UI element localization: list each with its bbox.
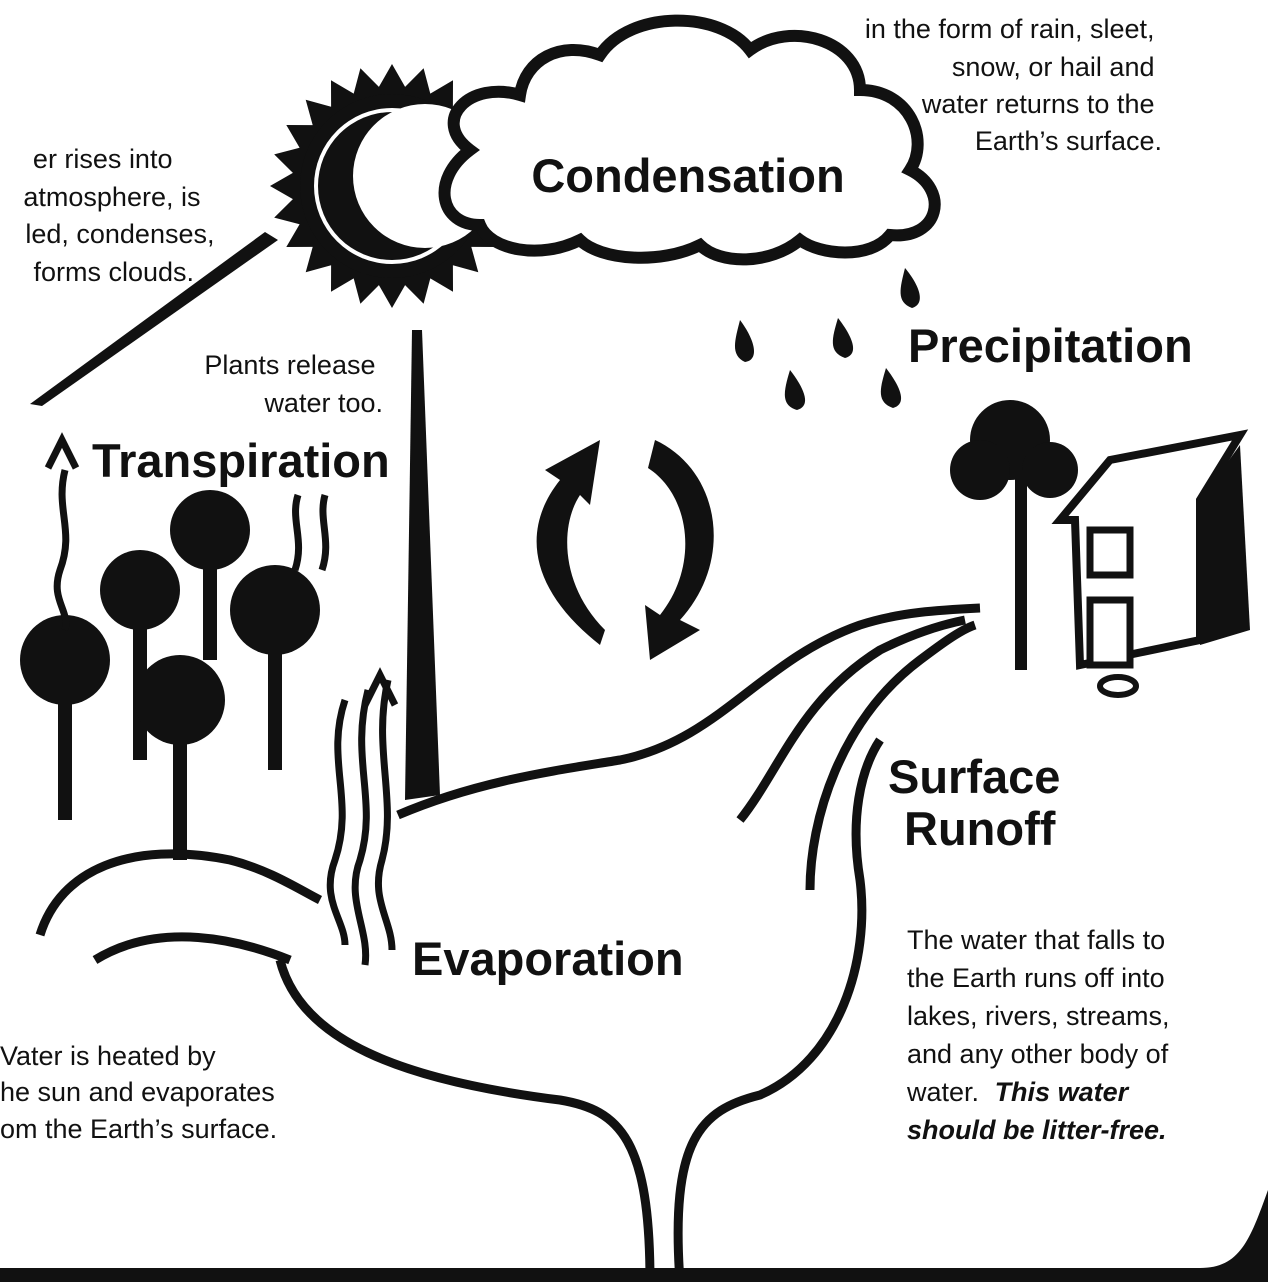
label-line: Surface	[888, 750, 1060, 803]
note-line: Plants release	[204, 350, 375, 380]
note-line: he sun and evaporates	[0, 1077, 275, 1107]
note-line: forms clouds.	[33, 257, 194, 287]
note-line: Earth’s surface.	[975, 126, 1162, 156]
water-cycle-diagram: in the form of rain, sleet, snow, or hai…	[0, 0, 1268, 1282]
stage-label: Condensation	[531, 149, 844, 202]
condensation-note: er rises into atmosphere, is led, conden…	[23, 144, 222, 287]
note-line: water.	[906, 1077, 979, 1107]
cloud	[445, 21, 935, 260]
note-line: water too.	[263, 388, 383, 418]
stage-label: Transpiration	[92, 434, 390, 487]
sun-beam	[405, 330, 440, 800]
rain-drops	[735, 268, 920, 410]
stage-label: Evaporation	[412, 932, 684, 985]
bottom-band	[0, 1190, 1268, 1282]
note-line: and any other body of	[907, 1039, 1169, 1069]
note-emphasis: should be litter-free.	[907, 1115, 1167, 1145]
note-line: the Earth runs off into	[907, 963, 1165, 993]
note-line: snow, or hail and	[952, 52, 1155, 82]
house	[1060, 435, 1250, 695]
note-line: Vater is heated by	[0, 1041, 216, 1071]
note-emphasis: This water	[995, 1077, 1130, 1107]
note-line: lakes, rivers, streams,	[907, 1001, 1170, 1031]
stage-label: Precipitation	[908, 319, 1193, 372]
runoff-note: The water that falls to the Earth runs o…	[906, 925, 1177, 1145]
note-line: om the Earth’s surface.	[0, 1114, 277, 1144]
note-line: er rises into	[33, 144, 173, 174]
transpiration-note: Plants release water too.	[204, 350, 383, 418]
evaporation-note: Vater is heated by he sun and evaporates…	[0, 1041, 282, 1144]
note-line: led, condenses,	[25, 219, 214, 249]
stage-label: Surface Runoff	[888, 750, 1073, 855]
note-line: in the form of rain, sleet,	[865, 14, 1155, 44]
note-line: water returns to the	[921, 89, 1155, 119]
note-line: The water that falls to	[907, 925, 1165, 955]
label-line: Runoff	[904, 802, 1056, 855]
cycle-arrows	[537, 440, 714, 660]
note-line: atmosphere, is	[23, 182, 200, 212]
